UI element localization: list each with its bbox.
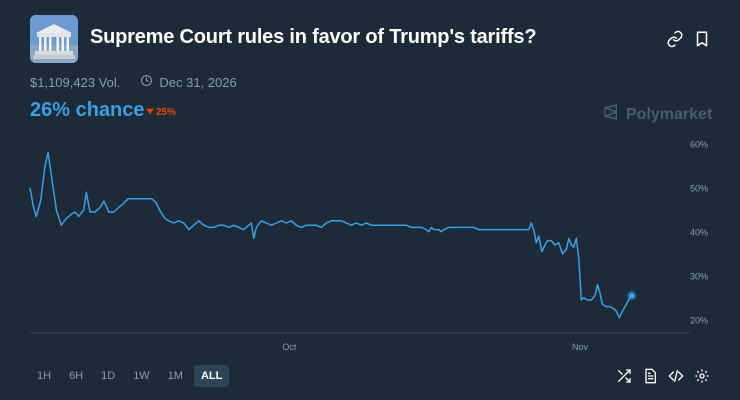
link-icon[interactable] (666, 30, 684, 48)
plot-area (29, 151, 637, 319)
x-tick-label: Nov (572, 342, 589, 352)
x-axis: Oct Nov (30, 332, 690, 352)
range-1h[interactable]: 1H (30, 365, 58, 387)
probability-chart: Oct Nov 20% 30% 40% 50% 60% (29, 139, 708, 352)
y-axis: 20% 30% 40% 50% 60% (690, 139, 708, 325)
market-meta: $1,109,423 Vol. Dec 31, 2026 (30, 74, 237, 90)
code-icon[interactable] (668, 368, 684, 384)
range-1m[interactable]: 1M (161, 365, 190, 387)
market-title: Supreme Court rules in favor of Trump's … (90, 26, 537, 48)
end-date-text: Dec 31, 2026 (159, 74, 237, 90)
range-1d[interactable]: 1D (94, 365, 122, 387)
shuffle-icon[interactable] (616, 368, 632, 384)
last-point-marker (628, 292, 635, 299)
gear-icon[interactable] (694, 368, 710, 384)
series-line (29, 151, 633, 319)
change-value: 25% (156, 107, 177, 118)
document-icon[interactable] (642, 368, 658, 384)
polymarket-logo-icon (602, 103, 620, 126)
brand-name: Polymarket (626, 105, 713, 123)
brand-watermark: Polymarket (602, 103, 712, 126)
y-tick-label: 60% (690, 139, 708, 149)
volume-text: $1,109,423 Vol. (30, 74, 121, 90)
y-tick-label: 50% (690, 183, 708, 193)
clock-icon (140, 74, 153, 90)
x-tick-label: Oct (282, 342, 297, 352)
down-triangle-icon (146, 107, 154, 118)
chance-change: 25% (146, 107, 176, 118)
market-thumbnail (30, 15, 78, 63)
y-tick-label: 40% (690, 227, 708, 237)
chance-value: 26% chance (30, 99, 145, 121)
time-range-selector: 1H 6H 1D 1W 1M ALL (30, 365, 230, 387)
range-6h[interactable]: 6H (62, 365, 90, 387)
y-tick-label: 30% (690, 271, 708, 281)
chart-tools (616, 368, 710, 384)
range-1w[interactable]: 1W (126, 365, 157, 387)
range-all[interactable]: ALL (193, 365, 230, 387)
bookmark-icon[interactable] (693, 30, 711, 48)
y-tick-label: 20% (690, 315, 708, 325)
